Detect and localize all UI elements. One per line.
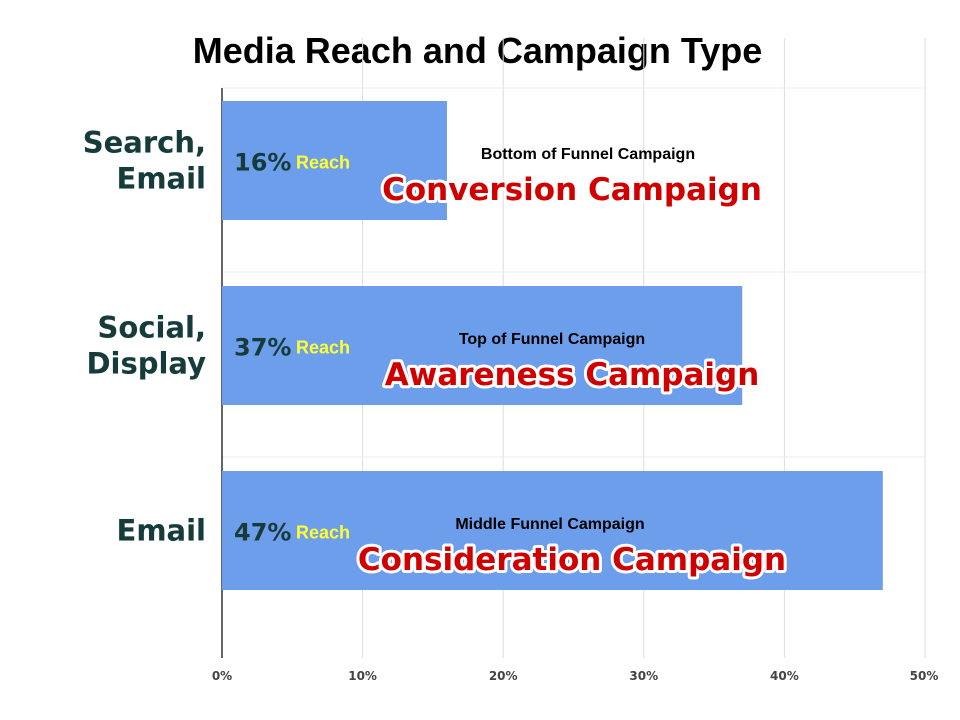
campaign-annotation: Conversion Campaign <box>382 172 762 208</box>
data-label: 37% <box>234 334 291 362</box>
campaign-annotation: Awareness Campaign <box>385 357 760 393</box>
data-label: 47% <box>234 519 291 547</box>
reach-label: Reach <box>296 523 350 543</box>
data-label: 16% <box>234 149 291 177</box>
chart-title: Media Reach and Campaign Type <box>192 30 763 71</box>
funnel-annotation: Bottom of Funnel Campaign <box>481 146 695 163</box>
reach-label: Reach <box>296 153 350 173</box>
bar <box>222 101 447 220</box>
campaign-annotation: Consideration Campaign <box>358 542 786 578</box>
funnel-annotation: Middle Funnel Campaign <box>455 516 644 533</box>
bar <box>222 471 883 590</box>
bar <box>222 286 743 405</box>
category-label: Email <box>117 514 206 548</box>
x-tick-label: 10% <box>348 669 377 683</box>
category-label: Email <box>117 162 206 196</box>
funnel-annotation: Top of Funnel Campaign <box>459 331 645 348</box>
category-label: Search, <box>83 126 206 160</box>
x-tick-label: 20% <box>489 669 518 683</box>
x-tick-label: 40% <box>770 669 799 683</box>
category-label: Display <box>86 347 206 381</box>
reach-label: Reach <box>296 338 350 358</box>
x-tick-label: 0% <box>212 669 232 683</box>
x-tick-label: 50% <box>910 669 939 683</box>
x-tick-label: 30% <box>629 669 658 683</box>
category-label: Social, <box>98 311 206 345</box>
